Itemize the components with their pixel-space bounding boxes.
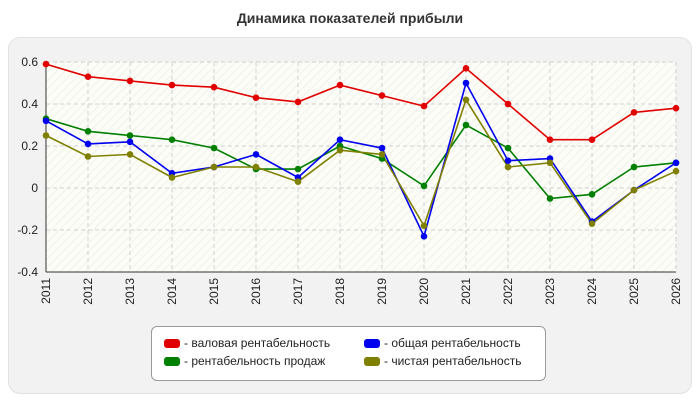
data-point [126,151,134,158]
data-point [378,92,386,99]
x-tick-label: 2015 [207,278,221,305]
data-point [126,132,134,139]
x-tick-label: 2024 [585,278,599,305]
data-point [252,94,260,101]
x-tick-label: 2017 [291,278,305,305]
data-point [42,60,50,68]
legend-item-gross-margin: - валовая рентабельность [164,336,330,350]
x-tick-label: 2011 [39,278,53,304]
x-tick-label: 2021 [459,278,473,305]
series-line [45,80,677,239]
data-point [546,195,554,202]
legend-swatch [364,356,380,366]
data-point [294,178,302,185]
data-point [672,167,680,175]
data-point [210,83,218,91]
data-point [462,96,470,104]
y-tick-label: -0.4 [17,265,38,279]
data-point [336,81,344,89]
data-point [546,159,554,167]
x-tick-label: 2019 [375,278,389,305]
data-point [210,163,218,171]
data-point [294,98,302,106]
legend-item-sales-margin: - рентабельность продаж [164,354,325,368]
legend-swatch [164,338,180,348]
legend-label: - рентабельность продаж [184,354,326,368]
legend-swatch [364,338,380,348]
data-point [168,174,176,181]
chart-legend: - валовая рентабельность - общая рентабе… [151,326,546,381]
data-point [672,104,680,112]
x-tick-label: 2016 [249,278,263,305]
legend-swatch [164,356,180,366]
data-point [336,136,344,143]
data-point [504,144,512,152]
legend-item-net-margin: - чистая рентабельность [364,354,521,368]
y-tick-label: 0 [31,181,38,195]
data-point [546,136,554,143]
legend-label: - валовая рентабельность [184,336,331,350]
data-point [504,157,512,164]
data-point [630,109,638,116]
y-tick-label: 0.2 [21,139,38,153]
data-point [420,182,428,190]
data-point [462,121,470,129]
data-point [126,77,134,85]
data-point [588,191,596,198]
data-point [420,233,428,240]
chart-title: Динамика показателей прибыли [236,10,464,26]
data-point [252,163,260,171]
series-line [45,97,677,228]
x-tick-label: 2020 [417,278,431,305]
x-tick-label: 2014 [165,278,179,305]
data-point [378,151,386,158]
data-point [294,165,302,173]
data-point [42,132,50,139]
data-point [84,128,92,135]
legend-label: - чистая рентабельность [384,354,522,368]
data-point [378,144,386,152]
y-tick-label: 0.6 [21,55,38,69]
data-point [504,163,512,171]
data-point [588,136,596,143]
data-point [504,100,512,108]
x-tick-label: 2023 [543,278,557,305]
data-point [462,65,470,72]
data-point [84,73,92,80]
data-point [168,136,176,143]
data-point [84,140,92,148]
data-point [252,151,260,158]
data-point [336,146,344,154]
data-point [630,186,638,194]
x-tick-label: 2013 [123,278,137,305]
x-tick-label: 2022 [501,278,515,305]
data-point [168,81,176,89]
data-point [42,117,50,125]
x-tick-label: 2018 [333,278,347,305]
x-tick-label: 2026 [669,278,683,305]
data-point [126,138,134,146]
data-point [420,222,428,230]
series-line [45,63,677,141]
plot-area-pattern [46,62,676,272]
data-point [420,102,428,110]
y-tick-label: 0.4 [21,97,38,111]
data-point [630,163,638,171]
data-point [84,153,92,160]
legend-item-total-margin: - общая рентабельность [364,336,521,350]
data-point [672,159,680,167]
x-tick-label: 2012 [81,278,95,305]
legend-label: - общая рентабельность [384,336,521,350]
x-tick-label: 2025 [627,278,641,305]
y-tick-label: -0.2 [17,223,38,237]
data-point [210,144,218,152]
data-point [462,79,470,87]
data-point [588,220,596,227]
